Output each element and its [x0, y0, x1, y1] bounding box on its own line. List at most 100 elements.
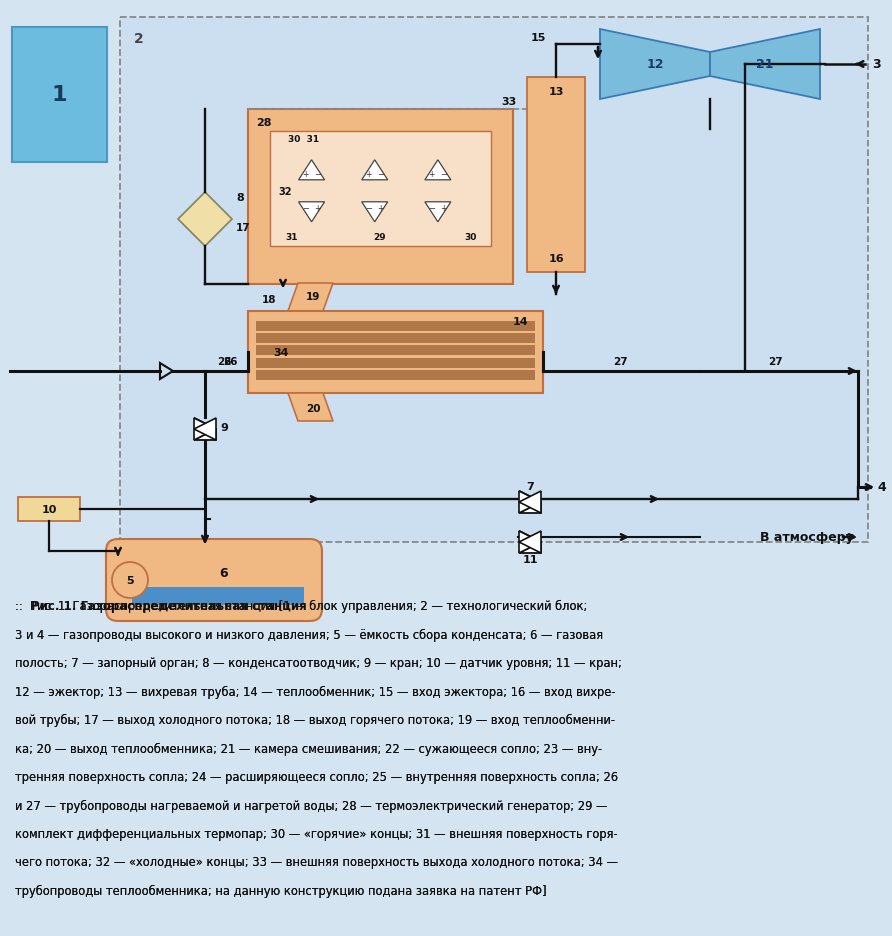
- Text: вой трубы; 17 — выход холодного потока; 18 — выход горячего потока; 19 — вход те: вой трубы; 17 — выход холодного потока; …: [15, 713, 615, 726]
- Text: +: +: [366, 170, 372, 179]
- Text: −: −: [377, 170, 384, 179]
- Text: −: −: [365, 204, 372, 213]
- Text: трубопроводы теплообменника; на данную конструкцию подана заявка на патент РФ]: трубопроводы теплообменника; на данную к…: [15, 885, 547, 897]
- Text: +: +: [377, 204, 384, 213]
- Polygon shape: [519, 491, 541, 514]
- Text: трубопроводы теплообменника; на данную конструкцию подана заявка на патент РФ]: трубопроводы теплообменника; на данную к…: [15, 885, 547, 897]
- Bar: [256, 333, 535, 344]
- Text: +: +: [302, 170, 309, 179]
- Text: полость; 7 — запорный орган; 8 — конденсатоотводчик; 9 — кран; 10 — датчик уровн: полость; 7 — запорный орган; 8 — конденс…: [15, 656, 622, 669]
- Polygon shape: [362, 202, 388, 223]
- Text: чего потока; 32 — «холодные» концы; 33 — внешняя поверхность выхода холодного по: чего потока; 32 — «холодные» концы; 33 —…: [15, 856, 618, 869]
- Text: 16: 16: [549, 254, 564, 264]
- Text: 13: 13: [549, 87, 564, 97]
- Text: 33: 33: [501, 97, 516, 107]
- Polygon shape: [425, 161, 450, 181]
- Polygon shape: [519, 491, 541, 514]
- Text: 28: 28: [256, 118, 271, 128]
- Text: −: −: [441, 170, 448, 179]
- Text: В атмосферу: В атмосферу: [760, 531, 854, 544]
- Text: 21: 21: [756, 58, 773, 71]
- Text: ка; 20 — выход теплообменника; 21 — камера смешивания; 22 — сужающееся сопло; 23: ка; 20 — выход теплообменника; 21 — каме…: [15, 741, 602, 754]
- Text: +: +: [429, 170, 435, 179]
- Text: 1: 1: [51, 85, 67, 105]
- Text: 6: 6: [219, 567, 228, 580]
- Text: −: −: [428, 204, 435, 213]
- Text: тренняя поверхность сопла; 24 — расширяющееся сопло; 25 — внутренняя поверхность: тренняя поверхность сопла; 24 — расширяю…: [15, 770, 618, 783]
- Bar: [248, 110, 513, 285]
- Text: 12 — эжектор; 13 — вихревая труба; 14 — теплообменник; 15 — вход эжектора; 16 — : 12 — эжектор; 13 — вихревая труба; 14 — …: [15, 685, 615, 698]
- Text: 17: 17: [236, 223, 251, 233]
- Text: 20: 20: [306, 403, 320, 414]
- Text: 30: 30: [465, 232, 477, 241]
- Polygon shape: [194, 418, 216, 441]
- Text: 3 и 4 — газопроводы высокого и низкого давления; 5 — ёмкость сбора конденсата; 6: 3 и 4 — газопроводы высокого и низкого д…: [15, 628, 603, 641]
- Text: ::  Рис. 1. Газораспределительная станция [1 — блок управления; 2 — технологичес: :: Рис. 1. Газораспределительная станция…: [15, 599, 587, 612]
- Text: 34: 34: [273, 347, 288, 358]
- Polygon shape: [362, 161, 388, 181]
- Text: чего потока; 32 — «холодные» концы; 33 — внешняя поверхность выхода холодного по: чего потока; 32 — «холодные» концы; 33 —…: [15, 856, 618, 869]
- Polygon shape: [299, 202, 325, 223]
- Polygon shape: [519, 491, 541, 514]
- Text: 26: 26: [223, 357, 237, 367]
- Circle shape: [112, 563, 148, 598]
- Text: 32: 32: [278, 186, 292, 197]
- Polygon shape: [299, 161, 325, 181]
- Text: 15: 15: [531, 33, 546, 43]
- Text: Рис. 1. Газораспределительная станция: Рис. 1. Газораспределительная станция: [31, 599, 311, 612]
- Polygon shape: [194, 418, 216, 441]
- Text: 3 и 4 — газопроводы высокого и низкого давления; 5 — ёмкость сбора конденсата; 6: 3 и 4 — газопроводы высокого и низкого д…: [15, 628, 603, 641]
- Text: 5: 5: [126, 576, 134, 585]
- Bar: [527, 78, 585, 272]
- Text: 14: 14: [512, 316, 528, 327]
- Text: 18: 18: [261, 295, 277, 305]
- Polygon shape: [194, 418, 216, 441]
- Polygon shape: [288, 284, 333, 312]
- Text: 30  31: 30 31: [288, 136, 319, 144]
- Text: вой трубы; 17 — выход холодного потока; 18 — выход горячего потока; 19 — вход те: вой трубы; 17 — выход холодного потока; …: [15, 713, 615, 726]
- Text: −: −: [314, 170, 321, 179]
- Text: 31: 31: [285, 232, 298, 241]
- Text: 8: 8: [236, 193, 244, 203]
- Bar: [18, 497, 80, 521]
- Text: ::  Рис. 1. Газораспределительная станция [1 — блок управления; 2 — технологичес: :: Рис. 1. Газораспределительная станция…: [15, 599, 587, 612]
- Bar: [270, 132, 491, 247]
- Text: 7: 7: [526, 481, 534, 491]
- Text: 10: 10: [41, 505, 57, 515]
- Text: 3: 3: [872, 58, 880, 71]
- Bar: [256, 322, 535, 331]
- Text: +: +: [441, 204, 447, 213]
- Text: 11: 11: [522, 554, 538, 564]
- Text: 19: 19: [306, 292, 320, 301]
- Text: 26: 26: [217, 357, 231, 367]
- Polygon shape: [288, 393, 333, 421]
- Polygon shape: [519, 532, 541, 553]
- Text: 2: 2: [134, 32, 144, 46]
- Text: комплект дифференциальных термопар; 30 — «горячие» концы; 31 — внешняя поверхнос: комплект дифференциальных термопар; 30 —…: [15, 827, 617, 841]
- Bar: [12, 28, 107, 163]
- Text: 27: 27: [768, 357, 782, 367]
- Text: ка; 20 — выход теплообменника; 21 — камера смешивания; 22 — сужающееся сопло; 23: ка; 20 — выход теплообменника; 21 — каме…: [15, 741, 602, 754]
- Bar: [132, 588, 304, 606]
- Bar: [120, 18, 868, 543]
- Text: полость; 7 — запорный орган; 8 — конденсатоотводчик; 9 — кран; 10 — датчик уровн: полость; 7 — запорный орган; 8 — конденс…: [15, 656, 622, 669]
- Text: 9: 9: [220, 422, 227, 432]
- Bar: [256, 345, 535, 356]
- Polygon shape: [425, 202, 450, 223]
- Text: −: −: [302, 204, 309, 213]
- Text: и 27 — трубопроводы нагреваемой и нагретой воды; 28 — термоэлектрический генерат: и 27 — трубопроводы нагреваемой и нагрет…: [15, 798, 607, 812]
- Text: +: +: [314, 204, 321, 213]
- Text: тренняя поверхность сопла; 24 — расширяющееся сопло; 25 — внутренняя поверхность: тренняя поверхность сопла; 24 — расширяю…: [15, 770, 618, 783]
- FancyBboxPatch shape: [106, 539, 322, 622]
- Polygon shape: [519, 532, 541, 553]
- Polygon shape: [519, 532, 541, 553]
- Text: 4: 4: [877, 481, 886, 494]
- Bar: [256, 371, 535, 381]
- Text: 27: 27: [613, 357, 627, 367]
- Polygon shape: [178, 193, 232, 247]
- Bar: [248, 312, 543, 393]
- Text: 12: 12: [646, 58, 664, 71]
- Polygon shape: [600, 30, 710, 100]
- Text: и 27 — трубопроводы нагреваемой и нагретой воды; 28 — термоэлектрический генерат: и 27 — трубопроводы нагреваемой и нагрет…: [15, 798, 607, 812]
- Text: комплект дифференциальных термопар; 30 — «горячие» концы; 31 — внешняя поверхнос: комплект дифференциальных термопар; 30 —…: [15, 827, 617, 841]
